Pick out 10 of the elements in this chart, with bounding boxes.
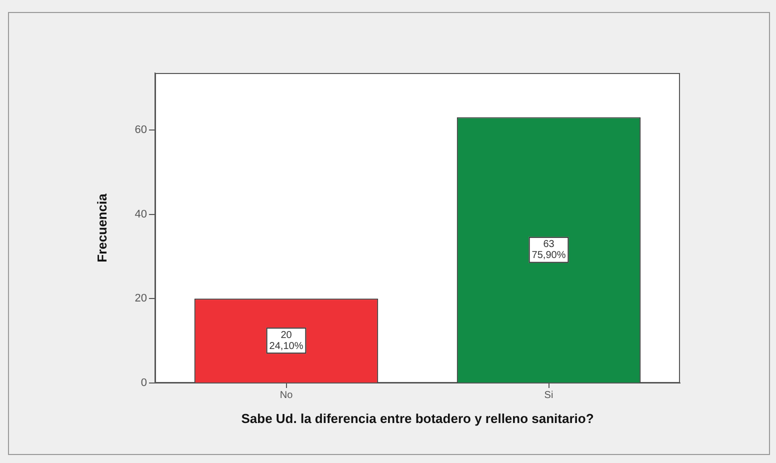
y-tick-label: 20 — [134, 292, 147, 305]
y-tick-label: 40 — [134, 208, 147, 220]
x-tick-label: No — [280, 390, 294, 401]
data-label: 63 75,90% — [532, 239, 566, 262]
y-tick-label: 60 — [134, 124, 147, 136]
y-tick-label: 0 — [140, 377, 147, 390]
x-axis-title: Sabe Ud. la diferencia entre botadero y relleno sanitario? — [241, 410, 594, 426]
y-axis-title: Frecuencia — [94, 192, 110, 262]
x-tick-label: Si — [544, 390, 554, 401]
data-label: 20 24,10% — [269, 330, 304, 352]
